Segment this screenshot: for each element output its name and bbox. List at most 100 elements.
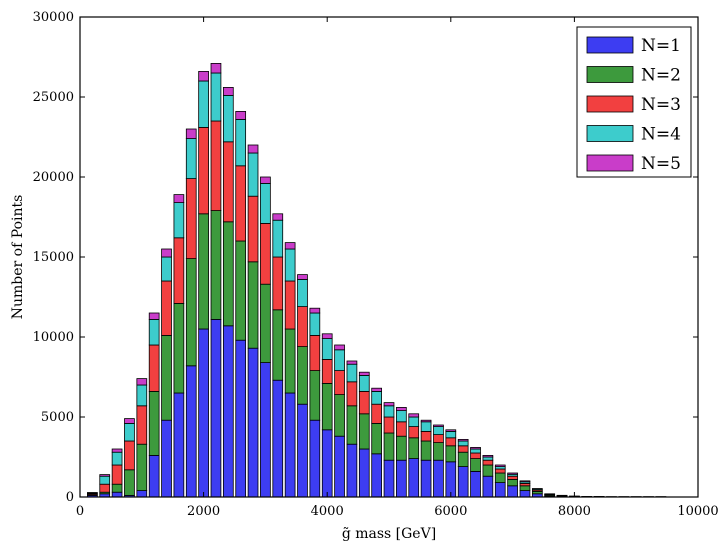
bar-n1-1800	[185, 365, 197, 498]
bar-n4-1800	[185, 138, 197, 180]
bar-n4-5800	[433, 426, 444, 436]
bar-n1-3400	[284, 392, 296, 498]
y-tick-label: 20000	[33, 170, 74, 185]
bar-n1-7000	[507, 485, 518, 498]
bar-n2-3400	[284, 328, 296, 394]
bar-n2-1600	[173, 302, 185, 394]
bar-n2-4000	[321, 382, 333, 431]
bar-n2-3800	[309, 370, 321, 421]
x-tick-label: 4000	[311, 504, 344, 519]
bar-n2-2400	[222, 221, 234, 327]
bar-n1-3200	[272, 379, 284, 498]
x-tick-label: 0	[76, 504, 84, 519]
bar-n1-2600	[235, 339, 247, 498]
legend: N=1 N=2 N=3 N=4 N=5	[576, 26, 692, 178]
bar-n5-5000	[383, 402, 395, 407]
bar-n5-400	[99, 474, 111, 477]
x-tick-label: 6000	[434, 504, 467, 519]
bar-n4-4000	[321, 338, 333, 360]
bar-n2-1800	[185, 258, 197, 367]
bar-n2-4200	[334, 394, 345, 437]
bar-n1-6600	[482, 475, 494, 498]
bar-n1-5400	[408, 458, 420, 498]
bar-n1-5600	[420, 459, 432, 498]
bar-n1-1200	[148, 454, 160, 498]
y-tick-label: 25000	[33, 90, 74, 105]
bar-n5-6000	[445, 429, 457, 432]
bar-n1-600	[111, 491, 123, 498]
bar-n4-6400	[470, 448, 481, 454]
bar-n3-6600	[482, 459, 494, 466]
bar-n1-4600	[358, 448, 370, 498]
bar-n4-3600	[297, 278, 308, 307]
bar-n3-1600	[173, 237, 185, 304]
legend-label-n3: N=3	[641, 95, 681, 115]
bar-n4-800	[124, 422, 135, 442]
bar-n3-400	[99, 483, 111, 493]
bar-n2-6400	[470, 458, 481, 472]
bar-n3-5600	[420, 430, 432, 442]
bar-n3-3400	[284, 280, 296, 330]
bar-n1-4400	[346, 443, 358, 498]
legend-label-n1: N=1	[641, 36, 681, 56]
x-axis-label: g̃ mass [GeV]	[342, 526, 436, 542]
bar-n4-600	[111, 451, 123, 466]
bar-n5-3800	[309, 307, 321, 314]
bar-n1-2400	[222, 325, 234, 498]
bar-n3-3200	[272, 256, 284, 311]
bar-n2-7000	[507, 478, 518, 487]
legend-label-n2: N=2	[641, 66, 681, 86]
bar-n3-6200	[457, 445, 469, 453]
bar-n4-6200	[457, 440, 469, 447]
bar-n2-5400	[408, 437, 420, 459]
bar-n2-6800	[494, 472, 506, 484]
bar-n3-4600	[358, 390, 370, 415]
bar-n4-3000	[260, 182, 271, 224]
bar-n1-6400	[470, 470, 481, 498]
x-tick-label: 10000	[677, 504, 718, 519]
bar-n5-2800	[247, 144, 259, 154]
bar-n5-6600	[482, 454, 494, 458]
bar-n1-4000	[321, 429, 333, 498]
bar-n2-2800	[247, 261, 259, 349]
bar-n1-3800	[309, 419, 321, 498]
y-tick-label: 0	[66, 490, 74, 505]
bar-n3-2200	[210, 120, 222, 211]
legend-label-n5: N=5	[641, 154, 681, 174]
bar-n4-2600	[235, 119, 247, 167]
bar-n1-3000	[260, 362, 271, 498]
bar-n5-6800	[494, 464, 506, 468]
bar-n4-5400	[408, 416, 420, 428]
bar-n3-2800	[247, 195, 259, 263]
bar-n5-1400	[161, 248, 172, 258]
bar-n4-3200	[272, 219, 284, 258]
bar-n4-1400	[161, 256, 172, 282]
bar-n5-4000	[321, 333, 333, 339]
legend-swatch-n5	[586, 154, 634, 172]
legend-swatch-n3	[586, 95, 634, 113]
bar-n4-6000	[445, 430, 457, 439]
y-tick-label: 5000	[41, 410, 74, 425]
bar-n1-3600	[297, 403, 308, 498]
bar-n5-1800	[185, 128, 197, 140]
bar-n3-4800	[371, 403, 382, 424]
bar-n4-1000	[136, 384, 148, 407]
bar-n1-7200	[519, 490, 531, 498]
x-tick-label: 8000	[558, 504, 591, 519]
bar-n5-2200	[210, 63, 222, 74]
bar-n1-2000	[198, 328, 209, 498]
bar-n5-5400	[408, 413, 420, 418]
bar-n2-6200	[457, 451, 469, 468]
bar-n2-800	[124, 469, 135, 496]
bar-n4-3800	[309, 312, 321, 336]
bar-n4-5600	[420, 421, 432, 432]
bar-n5-3600	[297, 274, 308, 280]
bar-n4-5200	[396, 410, 407, 423]
bar-n5-6400	[470, 446, 481, 450]
bar-n2-2000	[198, 213, 209, 330]
ticks-layer: 0 2000 4000 6000 8000 10000 0 5000 10000 15000 200…	[33, 10, 719, 519]
bar-n1-2200	[210, 318, 222, 498]
bar-n3-5400	[408, 426, 420, 439]
bar-n2-4400	[346, 405, 358, 445]
bar-n1-5800	[433, 459, 444, 498]
